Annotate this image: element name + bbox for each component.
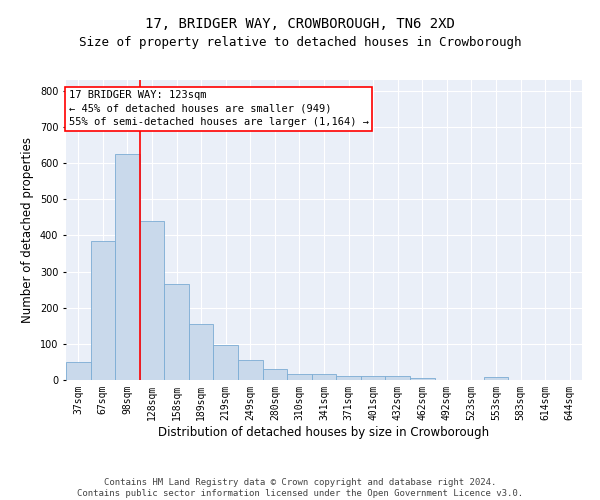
Text: 17, BRIDGER WAY, CROWBOROUGH, TN6 2XD: 17, BRIDGER WAY, CROWBOROUGH, TN6 2XD [145,18,455,32]
Bar [140,221,164,380]
Bar [238,360,263,380]
Text: 17 BRIDGER WAY: 123sqm
← 45% of detached houses are smaller (949)
55% of semi-de: 17 BRIDGER WAY: 123sqm ← 45% of detached… [68,90,368,127]
Text: Contains HM Land Registry data © Crown copyright and database right 2024.
Contai: Contains HM Land Registry data © Crown c… [77,478,523,498]
Text: Size of property relative to detached houses in Crowborough: Size of property relative to detached ho… [79,36,521,49]
Bar [312,374,336,380]
X-axis label: Distribution of detached houses by size in Crowborough: Distribution of detached houses by size … [158,426,490,438]
Bar [484,378,508,380]
Bar [361,376,385,380]
Bar [385,376,410,380]
Bar [287,374,312,380]
Y-axis label: Number of detached properties: Number of detached properties [22,137,34,323]
Bar [66,362,91,380]
Bar [115,154,140,380]
Bar [410,378,434,380]
Bar [263,369,287,380]
Bar [91,241,115,380]
Bar [164,284,189,380]
Bar [214,345,238,380]
Bar [189,324,214,380]
Bar [336,376,361,380]
